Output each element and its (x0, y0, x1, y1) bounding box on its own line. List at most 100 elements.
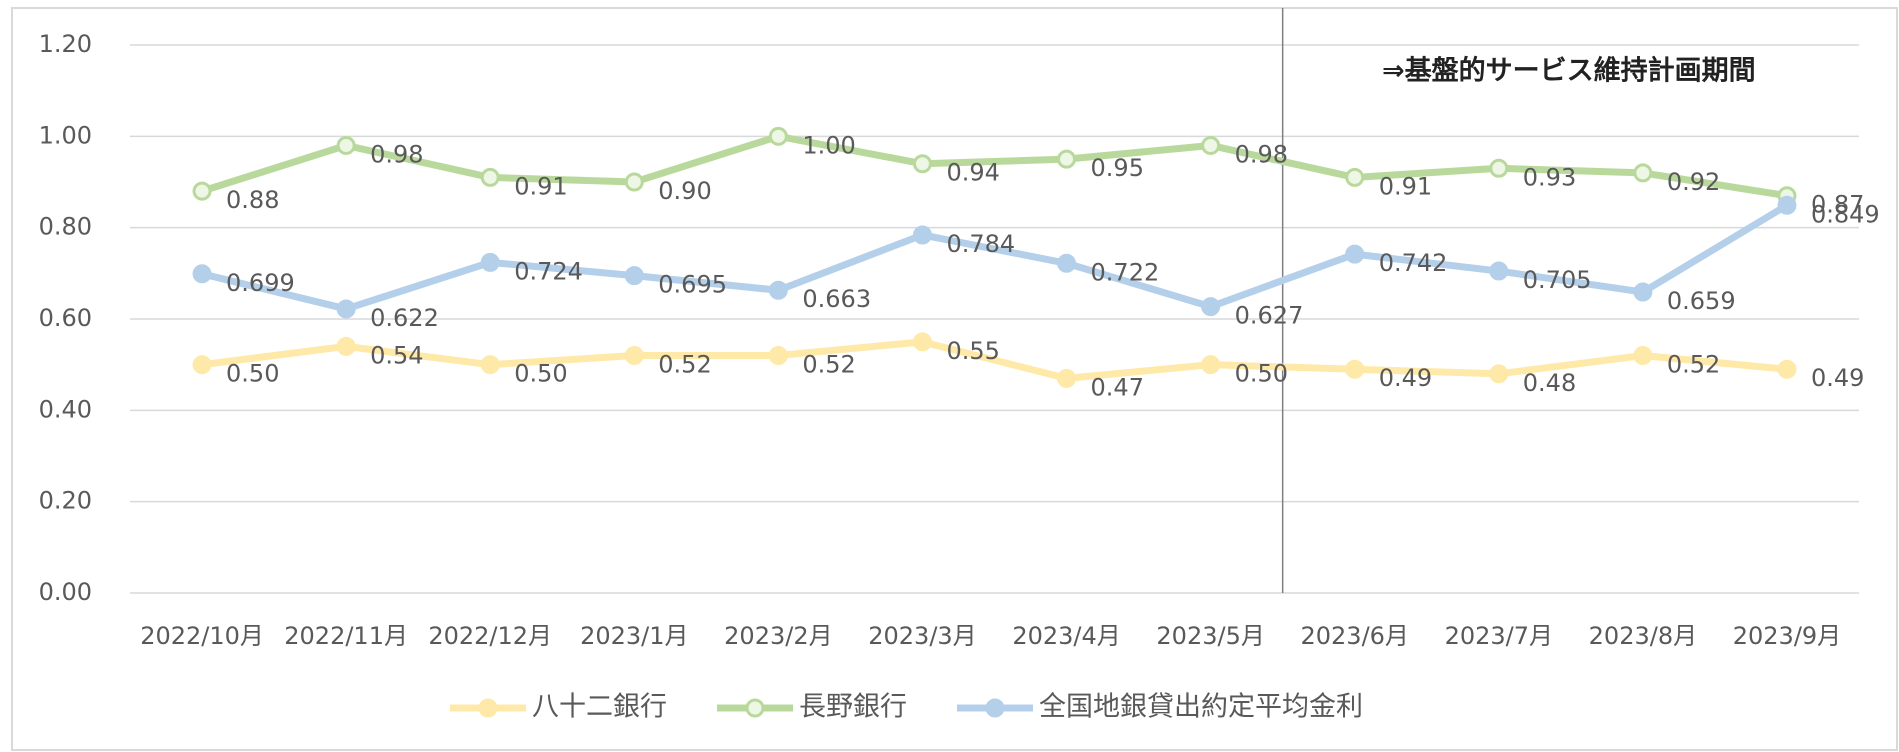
y-tick-label: 1.00 (39, 121, 92, 149)
legend-label: 全国地銀貸出約定平均金利 (1039, 692, 1363, 723)
data-label: 0.98 (370, 140, 423, 168)
y-tick-label: 0.80 (39, 213, 92, 241)
point (1345, 244, 1365, 264)
point (912, 225, 932, 245)
point (192, 264, 212, 284)
data-label: 0.663 (802, 285, 871, 313)
point (1345, 359, 1365, 379)
point (624, 172, 644, 192)
legend-marker (745, 698, 765, 718)
data-label: 0.49 (1811, 364, 1864, 392)
point (1633, 282, 1653, 302)
point (1201, 355, 1221, 375)
point (1057, 149, 1077, 169)
series-line (201, 202, 1789, 313)
data-label: 0.622 (370, 304, 439, 332)
data-label: 0.50 (226, 360, 279, 388)
point (1489, 158, 1509, 178)
point (768, 346, 788, 366)
x-tick-label: 2023/9月 (1733, 622, 1841, 650)
point (1633, 163, 1653, 183)
legend-label: 八十二銀行 (532, 692, 667, 723)
point (768, 280, 788, 300)
data-label: 0.724 (514, 257, 583, 285)
point (1489, 364, 1509, 384)
point (1201, 297, 1221, 317)
data-label: 0.91 (1379, 172, 1432, 200)
chart-frame (11, 7, 1898, 751)
point (912, 332, 932, 352)
x-tick-label: 2023/4月 (1012, 622, 1120, 650)
point (480, 167, 500, 187)
data-label: 0.88 (226, 186, 279, 214)
x-tick-label: 2023/2月 (724, 622, 832, 650)
point (1057, 253, 1077, 273)
legend-marker (985, 698, 1005, 718)
data-label: 0.50 (514, 360, 567, 388)
data-label: 0.695 (658, 271, 727, 299)
point (1345, 167, 1365, 187)
point (1777, 195, 1797, 215)
point (624, 346, 644, 366)
y-tick-label: 0.60 (39, 304, 92, 332)
point (624, 266, 644, 286)
data-label: 0.784 (946, 230, 1015, 258)
point (336, 135, 356, 155)
data-label: 0.92 (1667, 168, 1720, 196)
data-label: 0.54 (370, 341, 423, 369)
data-label: 0.52 (658, 351, 711, 379)
point (192, 355, 212, 375)
data-label: 0.55 (946, 337, 999, 365)
x-tick-label: 2022/12月 (428, 622, 552, 650)
x-tick-label: 2022/11月 (284, 622, 408, 650)
series-line (200, 132, 1788, 200)
data-label: 0.87 (1811, 191, 1864, 219)
x-tick-label: 2023/5月 (1156, 622, 1264, 650)
data-label: 0.95 (1091, 154, 1144, 182)
data-label: 0.699 (226, 269, 295, 297)
data-label: 0.52 (1667, 351, 1720, 379)
point (1633, 346, 1653, 366)
x-tick-label: 2023/7月 (1445, 622, 1553, 650)
data-label: 0.49 (1379, 364, 1432, 392)
data-label: 1.00 (802, 131, 855, 159)
data-label: 0.91 (514, 172, 567, 200)
y-tick-label: 0.00 (39, 578, 92, 606)
data-label: 0.98 (1235, 140, 1288, 168)
point (480, 355, 500, 375)
series-line (201, 338, 1788, 382)
point (336, 336, 356, 356)
data-label: 0.47 (1091, 373, 1144, 401)
annotation: ⇒基盤的サービス維持計画期間 (1382, 55, 1756, 87)
x-tick-label: 2023/8月 (1589, 622, 1697, 650)
data-label: 0.722 (1091, 258, 1160, 286)
point (1489, 261, 1509, 281)
point (1057, 368, 1077, 388)
x-tick-label: 2023/6月 (1300, 622, 1408, 650)
point (480, 252, 500, 272)
y-tick-label: 0.40 (39, 395, 92, 423)
y-tick-label: 1.20 (39, 30, 92, 58)
data-label: 0.48 (1523, 369, 1576, 397)
x-tick-label: 2023/3月 (868, 622, 976, 650)
data-label: 0.659 (1667, 287, 1736, 315)
legend-label: 長野銀行 (799, 692, 907, 723)
point (912, 154, 932, 174)
point (768, 126, 788, 146)
data-label: 0.705 (1523, 266, 1592, 294)
data-label: 0.52 (802, 351, 855, 379)
y-tick-label: 0.20 (39, 487, 92, 515)
data-label: 0.50 (1235, 360, 1288, 388)
point (336, 299, 356, 319)
data-label: 0.93 (1523, 163, 1576, 191)
data-label: 0.90 (658, 177, 711, 205)
point (192, 181, 212, 201)
x-tick-label: 2022/10月 (140, 622, 264, 650)
point (1201, 135, 1221, 155)
data-label: 0.849 (1811, 200, 1880, 228)
data-label: 0.627 (1235, 302, 1304, 330)
point (1777, 359, 1797, 379)
data-label: 0.94 (946, 159, 999, 187)
x-tick-label: 2023/1月 (580, 622, 688, 650)
